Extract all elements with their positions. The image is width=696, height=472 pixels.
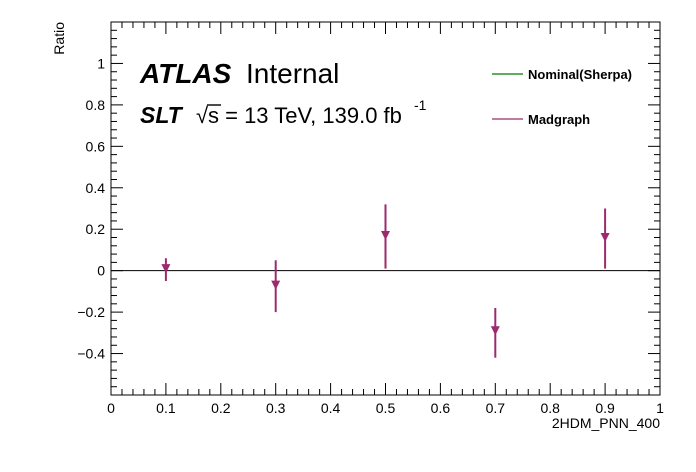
legend-label-madgraph: Madgraph bbox=[528, 112, 590, 127]
x-tick-label: 1 bbox=[656, 400, 664, 416]
x-axis: 0 0.1 0.2 0.3 0.4 0.5 0.6 0.7 0.8 0.9 1 bbox=[107, 22, 664, 416]
y-tick-label: 0.4 bbox=[86, 180, 106, 196]
atlas-label: ATLAS bbox=[139, 58, 232, 89]
y-tick-label: 1 bbox=[97, 55, 105, 71]
channel-label: SLT bbox=[140, 102, 184, 128]
y-tick-label: −0.2 bbox=[77, 304, 105, 320]
y-tick-label: 0.6 bbox=[86, 138, 106, 154]
x-tick-label: 0.1 bbox=[156, 400, 176, 416]
luminosity-exponent: -1 bbox=[414, 97, 427, 113]
data-point-marker bbox=[161, 264, 171, 274]
energy-label: s = 13 TeV, 139.0 fb bbox=[208, 103, 402, 128]
data-point-marker bbox=[490, 326, 500, 336]
y-tick-label: 0.2 bbox=[86, 221, 106, 237]
x-axis-title: 2HDM_PNN_400 bbox=[552, 415, 660, 431]
x-tick-label: 0.8 bbox=[540, 400, 560, 416]
y-axis-title: Ratio bbox=[51, 22, 67, 55]
data-point-marker bbox=[271, 280, 281, 290]
legend: Nominal(Sherpa) Madgraph bbox=[492, 67, 632, 127]
x-tick-label: 0.4 bbox=[321, 400, 341, 416]
data-points bbox=[161, 204, 610, 358]
x-tick-label: 0 bbox=[107, 400, 115, 416]
y-tick-label: 0.8 bbox=[86, 97, 106, 113]
internal-label: Internal bbox=[246, 58, 339, 89]
y-axis: −0.4 −0.2 0 0.2 0.4 0.6 0.8 1 bbox=[77, 21, 660, 396]
sqrt-s-label: √ s = 13 TeV, 139.0 fb -1 bbox=[196, 97, 427, 128]
y-tick-label: −0.4 bbox=[77, 346, 105, 362]
x-tick-label: 0.5 bbox=[376, 400, 396, 416]
data-point-marker bbox=[381, 230, 390, 240]
x-tick-label: 0.6 bbox=[431, 400, 451, 416]
x-tick-label: 0.7 bbox=[486, 400, 506, 416]
legend-label-nominal: Nominal(Sherpa) bbox=[528, 67, 632, 82]
x-tick-label: 0.3 bbox=[266, 400, 286, 416]
x-tick-label: 0.9 bbox=[595, 400, 615, 416]
sqrt-symbol: √ bbox=[196, 103, 209, 128]
y-tick-label: 0 bbox=[97, 263, 105, 279]
x-tick-label: 0.2 bbox=[211, 400, 231, 416]
data-point-marker bbox=[600, 233, 610, 243]
